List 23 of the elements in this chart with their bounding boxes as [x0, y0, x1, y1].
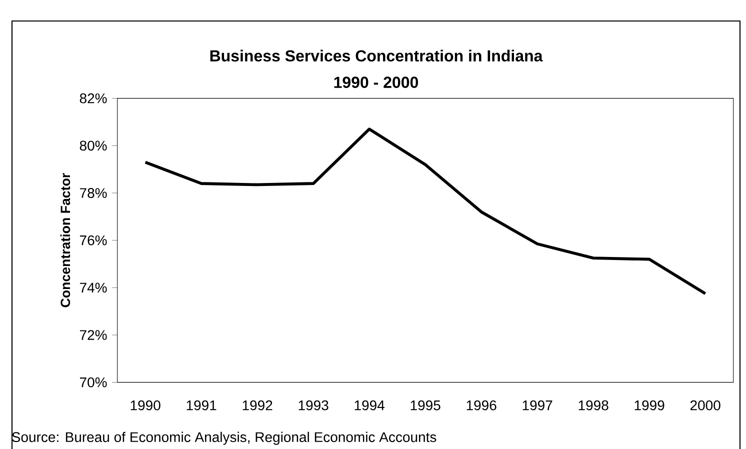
y-tick-label: 74%: [80, 282, 107, 293]
x-tick-label: 2000: [690, 400, 720, 410]
chart-subtitle: 1990 - 2000: [334, 76, 418, 88]
x-tick-label: 1991: [186, 400, 216, 410]
x-tick-label: 1990: [130, 400, 160, 410]
source-note: Source: Bureau of Economic Analysis, Regional Economic Accounts: [12, 432, 436, 445]
line-series: [144, 128, 707, 296]
y-axis-title: Concentration Factor: [60, 173, 70, 308]
x-tick-label: 1997: [522, 400, 552, 410]
y-tick-label: 80%: [80, 140, 107, 151]
y-tick-label: 72%: [80, 330, 107, 340]
y-tick-label: 78%: [80, 188, 107, 198]
x-tick-label: 1993: [298, 400, 328, 410]
chart-title: Business Services Concentration in Indiana: [210, 50, 543, 62]
x-tick-label: 1994: [354, 400, 384, 410]
x-tick-label: 1995: [410, 400, 440, 410]
x-tick-label: 1996: [466, 400, 496, 410]
x-tick-label: 1992: [242, 400, 272, 410]
x-tick-label: 1998: [578, 400, 608, 410]
y-tick-label: 82%: [80, 93, 107, 104]
y-tick-label: 70%: [80, 377, 107, 388]
x-tick-label: 1999: [634, 400, 664, 410]
y-tick-label: 76%: [80, 235, 107, 246]
